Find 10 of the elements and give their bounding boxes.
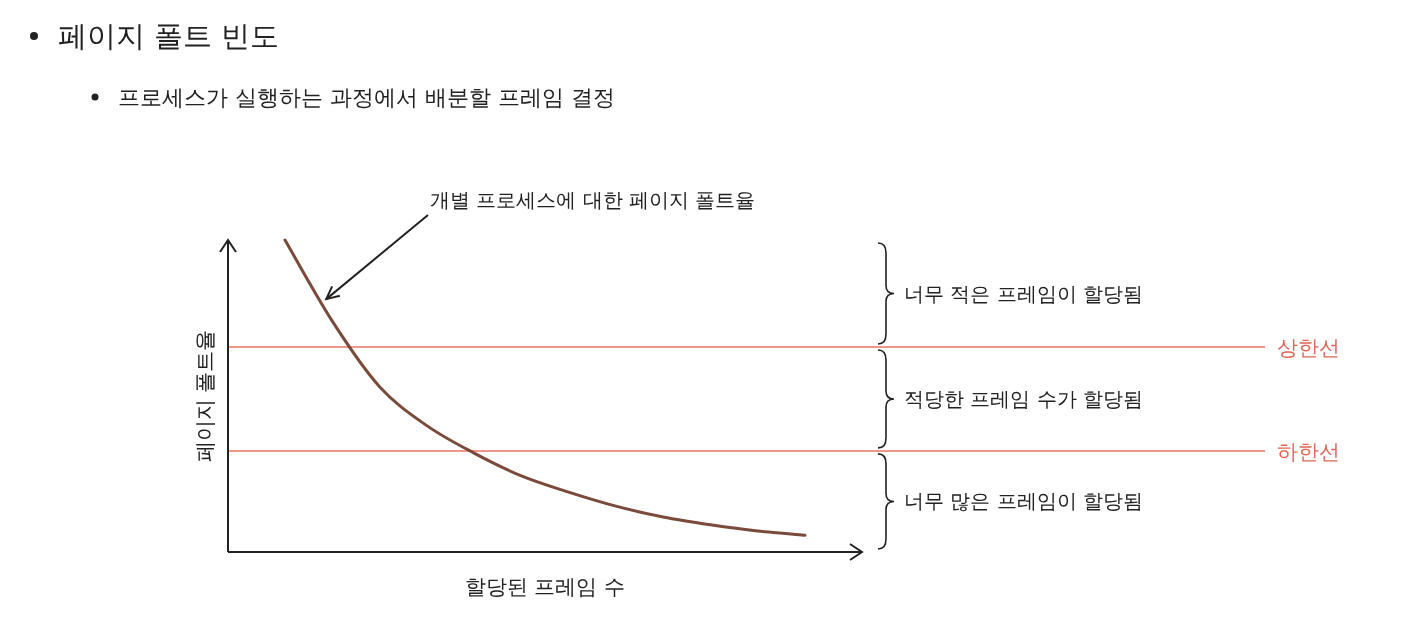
y-axis-title: 페이지 폴트율	[193, 329, 217, 463]
ref-line-label: 상한선	[1277, 336, 1340, 361]
text: 너무 많은 프레임이 할당됨	[904, 489, 1144, 514]
chart-title: 페이지 폴트 빈도	[58, 19, 280, 53]
chart-subtitle: 프로세스가 실행하는 과정에서 배분할 프레임 결정	[118, 85, 615, 110]
x-axis-title: 할당된 프레임 수	[464, 575, 626, 599]
text: 너무 적은 프레임이 할당됨	[904, 281, 1144, 306]
text: 개별 프로세스에 대한 페이지 폴트율	[430, 188, 756, 212]
ref-line-label: 하한선	[1277, 439, 1340, 464]
text: 적당한 프레임 수가 할당됨	[904, 386, 1144, 411]
